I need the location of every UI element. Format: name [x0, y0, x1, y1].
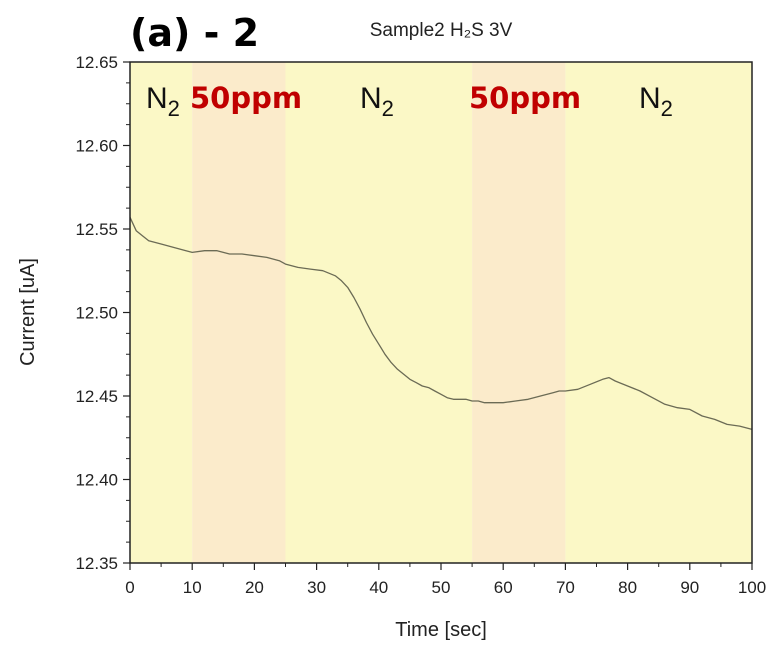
x-tick-label: 100: [738, 578, 766, 597]
series-line-0: [129, 217, 753, 431]
series-group: [129, 217, 753, 431]
region-3-h2s: [472, 62, 566, 563]
y-axis-title: Current [uA]: [17, 258, 39, 366]
x-tick-label: 30: [307, 578, 326, 597]
gas-regions: [130, 62, 752, 563]
gas-label-subscript: 2: [661, 96, 673, 121]
y-axis: 12.35 12.40 12.45 12.50 12.55 12.60 12.65: [75, 53, 130, 573]
y-tick-label: 12.40: [75, 471, 118, 490]
region-0-n2: [130, 62, 193, 563]
y-tick-label: 12.45: [75, 387, 118, 406]
y-tick-label: 12.60: [75, 137, 118, 156]
region-2-n2: [285, 62, 473, 563]
x-axis-title: Time [sec]: [395, 619, 487, 641]
panel-label: (a) - 2: [130, 11, 259, 55]
x-axis: 0 10 20 30 40 50 60 70 80 90 100: [125, 563, 766, 597]
y-tick-label: 12.35: [75, 554, 118, 573]
x-tick-label: 20: [245, 578, 264, 597]
x-tick-label: 50: [432, 578, 451, 597]
gas-label-4: N2: [639, 82, 673, 121]
gas-label-subscript: 2: [168, 96, 180, 121]
x-tick-label: 80: [618, 578, 637, 597]
x-tick-label: 90: [680, 578, 699, 597]
y-tick-label: 12.65: [75, 53, 118, 72]
x-tick-label: 0: [125, 578, 134, 597]
region-4-n2: [565, 62, 752, 563]
x-tick-label: 10: [183, 578, 202, 597]
x-tick-label: 40: [369, 578, 388, 597]
y-tick-label: 12.50: [75, 304, 118, 323]
x-tick-label: 60: [494, 578, 513, 597]
chart-title: Sample2 H₂S 3V: [370, 20, 513, 41]
gas-label-subscript: 2: [382, 96, 394, 121]
gas-label-3: 50ppm: [469, 81, 581, 115]
x-tick-label: 70: [556, 578, 575, 597]
region-1-h2s: [192, 62, 286, 563]
gas-label-1: 50ppm: [190, 81, 302, 115]
y-tick-label: 12.55: [75, 220, 118, 239]
